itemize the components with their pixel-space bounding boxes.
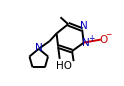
Text: O: O: [100, 35, 108, 45]
Text: HO: HO: [56, 61, 72, 71]
Text: −: −: [105, 30, 112, 39]
Text: N: N: [82, 38, 90, 48]
Text: +: +: [88, 34, 95, 43]
Text: N: N: [80, 22, 88, 31]
Text: N: N: [35, 43, 43, 53]
